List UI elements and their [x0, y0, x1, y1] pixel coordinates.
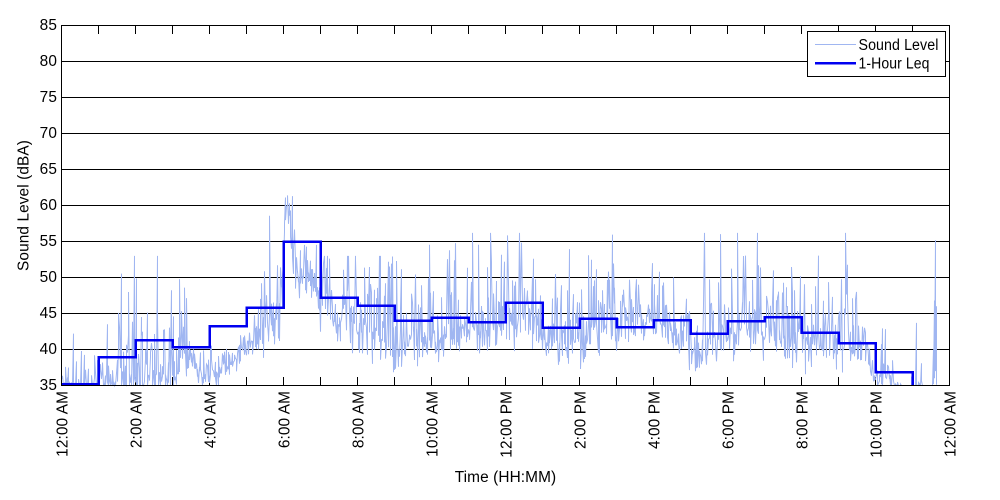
svg-text:10:00 PM: 10:00 PM	[868, 391, 885, 458]
svg-text:6:00 AM: 6:00 AM	[276, 391, 293, 448]
svg-text:8:00 PM: 8:00 PM	[794, 391, 811, 449]
svg-text:Time (HH:MM): Time (HH:MM)	[455, 469, 557, 486]
svg-text:Sound Level (dBA): Sound Level (dBA)	[16, 140, 33, 271]
svg-text:75: 75	[40, 89, 57, 106]
svg-text:85: 85	[40, 17, 57, 34]
svg-text:10:00 AM: 10:00 AM	[424, 391, 441, 457]
svg-text:4:00 AM: 4:00 AM	[202, 391, 219, 448]
svg-text:55: 55	[40, 233, 57, 250]
svg-text:2:00 AM: 2:00 AM	[128, 391, 145, 448]
svg-text:1-Hour Leq: 1-Hour Leq	[859, 55, 930, 72]
svg-text:Sound Level: Sound Level	[859, 37, 939, 54]
svg-text:2:00 PM: 2:00 PM	[572, 391, 589, 449]
svg-text:12:00 AM: 12:00 AM	[54, 391, 71, 457]
svg-text:65: 65	[40, 161, 57, 178]
svg-text:40: 40	[40, 341, 57, 358]
svg-text:60: 60	[40, 197, 57, 214]
svg-text:35: 35	[40, 377, 57, 394]
svg-text:12:00 AM: 12:00 AM	[942, 391, 959, 457]
svg-text:12:00 PM: 12:00 PM	[498, 391, 515, 458]
svg-text:6:00 PM: 6:00 PM	[720, 391, 737, 449]
svg-text:4:00 PM: 4:00 PM	[646, 391, 663, 449]
svg-text:70: 70	[40, 125, 57, 142]
svg-text:8:00 AM: 8:00 AM	[350, 391, 367, 448]
svg-text:45: 45	[40, 305, 57, 322]
svg-text:50: 50	[40, 269, 57, 286]
svg-text:80: 80	[40, 53, 57, 70]
